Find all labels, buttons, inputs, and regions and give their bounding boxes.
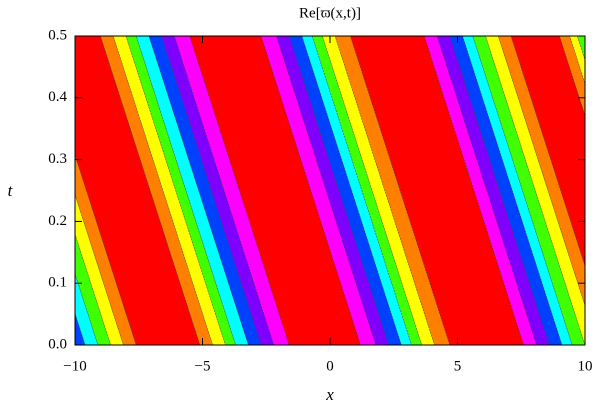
chart-title: Re[ϖ(x,t)] <box>299 5 361 21</box>
contour-band <box>577 36 585 61</box>
contour-band <box>334 36 451 345</box>
contour-band <box>100 36 213 345</box>
contour-band <box>161 36 275 345</box>
x-tick-label: 5 <box>454 358 462 374</box>
x-tick-label: −5 <box>195 358 211 374</box>
contour-band <box>189 36 361 345</box>
contour-band <box>569 36 585 85</box>
contour-band <box>174 36 290 345</box>
contour-band <box>436 36 550 345</box>
contour-band <box>498 36 585 307</box>
contour-band <box>462 36 573 345</box>
contour-band <box>510 36 585 267</box>
contour-band <box>75 312 86 345</box>
contour-band <box>322 36 435 345</box>
x-tick-label: −10 <box>63 358 86 374</box>
y-tick-label: 0.2 <box>48 213 67 229</box>
contour-area <box>75 36 600 345</box>
contour-band <box>301 36 412 345</box>
x-tick-label: 10 <box>578 358 593 374</box>
contour-band <box>590 36 600 345</box>
y-axis-label: t <box>8 181 14 200</box>
contour-band <box>350 36 525 345</box>
contour-band <box>148 36 262 345</box>
contour-band <box>75 36 201 345</box>
y-tick-label: 0.0 <box>48 336 67 352</box>
x-tick-label: 0 <box>326 358 334 374</box>
y-tick-label: 0.4 <box>48 89 67 105</box>
y-tick-label: 0.1 <box>48 275 67 291</box>
y-tick-label: 0.5 <box>48 27 67 43</box>
contour-band <box>135 36 249 345</box>
y-tick-label: 0.3 <box>48 151 67 167</box>
contour-band <box>472 36 585 345</box>
contour-band <box>125 36 236 345</box>
x-axis-label: x <box>325 385 334 404</box>
contour-band <box>449 36 563 345</box>
contour-band <box>113 36 226 345</box>
contour-band <box>260 36 377 345</box>
contour-band <box>311 36 423 345</box>
contour-band <box>559 36 585 116</box>
contour-band <box>276 36 389 345</box>
contour-band <box>485 36 585 345</box>
contour-band <box>288 36 402 345</box>
contour-band <box>424 36 537 345</box>
